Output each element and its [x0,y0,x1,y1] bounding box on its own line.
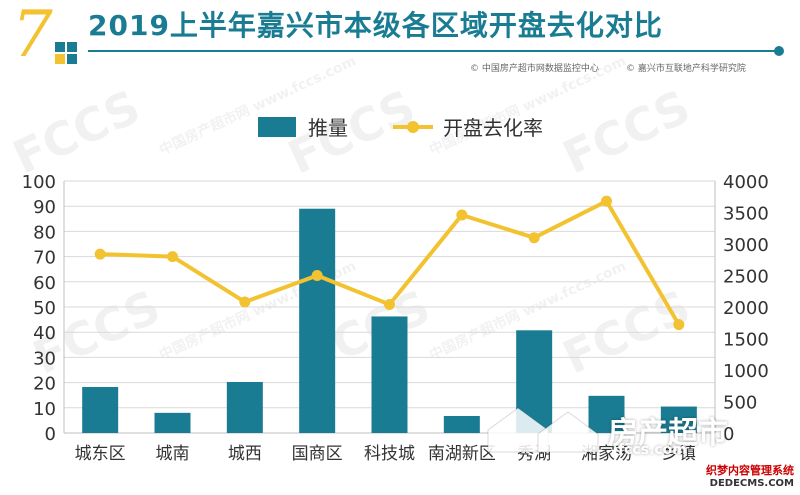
y-left-tick-label: 0 [45,424,56,445]
bar [82,387,119,433]
legend-line-marker [407,121,419,133]
x-tick-label: 国商区 [292,444,343,464]
line-point [456,209,468,221]
bar [660,406,697,433]
badge-text: 房产超市 [608,416,728,451]
bar [588,395,625,433]
bar [226,381,263,433]
x-tick-label: 乡镇 [662,444,696,464]
house-logo-icon [487,407,599,453]
y-right-tick-label: 1000 [723,361,769,382]
section-number: 7 [12,0,53,72]
title-end-dot [774,46,784,56]
source-left: © 中国房产超市网数据监控中心 [470,64,599,74]
y-left-tick-label: 20 [33,374,56,395]
y-right-tick-label: 2500 [723,267,769,288]
y-right-tick-label: 1500 [723,330,769,351]
line-point [384,298,395,310]
legend-bar-label: 推量 [308,116,348,140]
y-right-tick-label: 3000 [723,235,769,256]
page-title: 2019上半年嘉兴市本级各区域开盘去化对比 [88,9,663,42]
x-tick-label: 城西 [228,444,262,464]
line-point [601,195,612,207]
x-tick-label: 城东区 [75,444,126,464]
logo-icon [55,42,77,64]
y-left-tick-label: 80 [33,222,56,243]
y-right-tick-label: 2000 [723,298,769,319]
y-left-tick-label: 60 [33,273,56,294]
y-left-tick-label: 70 [33,248,56,269]
legend-bar-swatch [258,117,296,137]
x-tick-label: 城南 [156,444,190,464]
line-point [673,319,685,331]
source-right: © 嘉兴市互联地产科学研究院 [626,64,746,74]
header: 7 2019上半年嘉兴市本级各区域开盘去化对比 © 中国房产超市网数据监控中心 … [0,0,800,82]
y-left-tick-label: 10 [33,399,56,420]
badge-sub: fccs.com [618,442,687,458]
y-right-tick-label: 3500 [723,204,769,225]
bar [299,208,336,433]
y-right-tick-label: 4000 [723,172,769,193]
y-right-tick-label: 0 [723,424,734,445]
x-tick-label: 南湖新区 [428,444,496,464]
site-badge: 房产超市 fccs.com [478,402,768,460]
footer-mark-top: 织梦内容管理系统 [706,464,794,477]
title-underline [88,50,778,52]
legend-line-label: 开盘去化率 [443,116,543,140]
line-point [528,232,540,244]
y-left-tick-label: 30 [33,348,56,369]
y-left-tick-label: 90 [33,197,56,218]
y-right-tick-label: 500 [723,393,757,414]
bar [371,316,408,433]
y-left-tick-label: 50 [33,298,56,319]
line-point [239,296,251,308]
line-point [167,251,178,263]
line-point [94,248,106,260]
line-point [311,270,323,281]
bar [154,412,191,433]
x-tick-label: 科技城 [364,444,415,464]
y-left-tick-label: 40 [33,323,56,344]
y-left-tick-label: 100 [22,172,56,193]
bar [443,415,480,433]
footer-mark-bottom: DEDECMS.COM [709,478,794,489]
